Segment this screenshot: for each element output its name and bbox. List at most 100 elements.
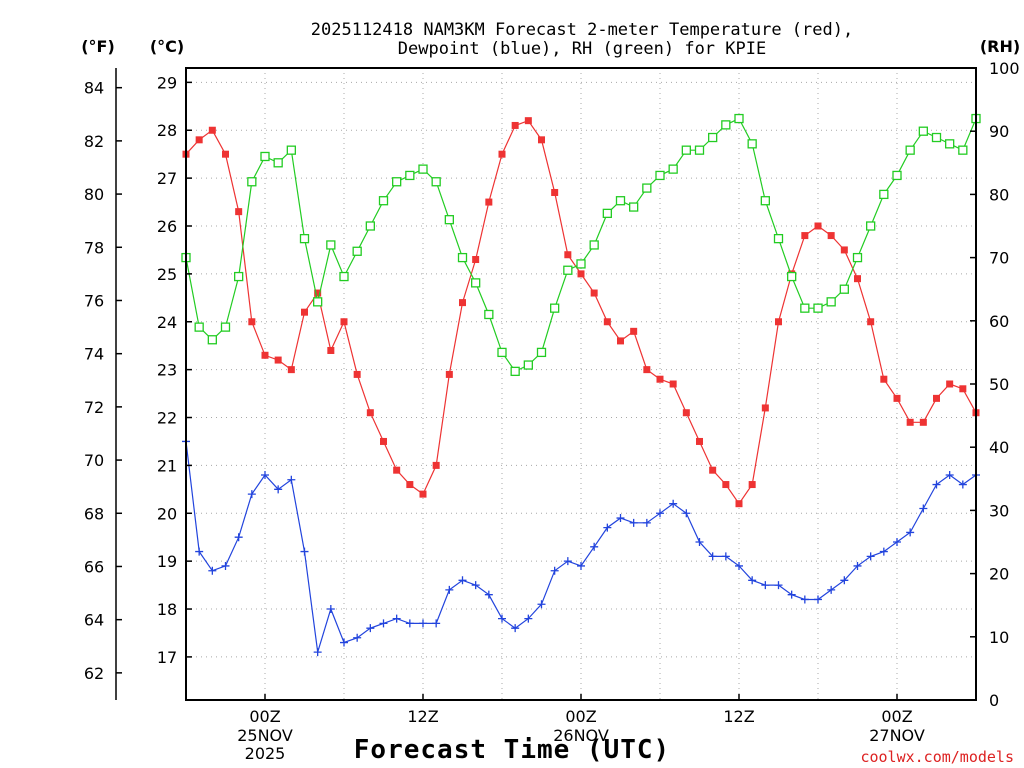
rh-point: [352, 246, 362, 256]
rh-tick-label: 90: [989, 122, 1009, 141]
temperature-point: [524, 117, 532, 125]
celsius-tick-label: 23: [157, 361, 177, 380]
dewpoint-point: [274, 485, 283, 494]
rh-point: [629, 202, 639, 212]
dewpoint-point: [616, 514, 625, 523]
x-tick-sublabel: 2025: [245, 744, 286, 763]
dewpoint-point: [656, 509, 664, 518]
temperature-point: [314, 289, 322, 297]
dewpoint-point: [537, 600, 546, 609]
dewpoint-point: [524, 614, 533, 623]
rh-tick-label: 0: [989, 691, 999, 710]
fahrenheit-tick-label: 74: [84, 345, 104, 364]
temperature-point: [880, 375, 888, 383]
fahrenheit-tick-label: 72: [84, 398, 104, 417]
dewpoint-point: [484, 590, 493, 599]
dewpoint-point: [748, 576, 757, 585]
temperature-point: [748, 481, 756, 489]
dewpoint-point: [498, 614, 506, 623]
dewpoint-point: [893, 538, 901, 546]
rh-point: [431, 177, 441, 187]
axes-layer: 17 18 19 20 21 22 23 24 25 26 27 28 29 62 64 66 68 70 72 74…: [84, 59, 1020, 763]
temperature-point: [696, 437, 703, 445]
temperature-point: [959, 385, 967, 393]
dewpoint-point: [458, 576, 467, 585]
rh-tick-label: 60: [989, 312, 1009, 331]
celsius-tick-label: 21: [157, 456, 177, 475]
dewpoint-point: [511, 624, 520, 633]
dewpoint-point: [432, 619, 441, 628]
dewpoint-point: [563, 557, 572, 566]
fahrenheit-tick-label: 70: [84, 451, 104, 470]
rh-point: [615, 196, 626, 206]
celsius-tick-label: 25: [157, 265, 177, 284]
temperature-point: [906, 418, 914, 426]
rh-tick-label: 70: [989, 249, 1009, 268]
temperature-point: [419, 490, 427, 498]
rh-point: [260, 151, 270, 162]
rh-point: [826, 297, 836, 307]
rh-point: [681, 145, 691, 155]
rh-point: [905, 145, 915, 155]
temperature-point: [590, 289, 598, 297]
temperature-point: [366, 409, 374, 417]
rh-point: [931, 132, 942, 143]
rh-tick-label: 30: [989, 501, 1009, 520]
rh-point: [418, 164, 428, 174]
temperature-point: [340, 318, 348, 326]
dewpoint-point: [669, 499, 678, 508]
temperature-point: [643, 366, 651, 374]
fahrenheit-tick-label: 64: [84, 611, 104, 630]
temperature-point: [222, 150, 229, 158]
dewpoint-point: [247, 490, 256, 499]
temperature-point: [761, 404, 769, 412]
temperature-point: [380, 437, 387, 445]
temperature-point: [814, 222, 822, 230]
fahrenheit-tick-label: 62: [84, 664, 104, 683]
rh-point: [852, 252, 863, 263]
temperature-point: [933, 394, 940, 402]
temperature-point: [840, 246, 848, 254]
celsius-tick-label: 17: [157, 648, 177, 667]
celsius-unit-label: (°C): [150, 37, 184, 56]
dewpoint-point: [735, 561, 743, 570]
rh-tick-label: 40: [989, 438, 1009, 457]
dewpoint-point: [445, 585, 454, 594]
rh-point: [207, 335, 217, 345]
rh-point: [457, 252, 468, 263]
x-tick-sublabel: 27NOV: [869, 726, 925, 745]
rh-point: [576, 259, 586, 269]
temperature-point: [538, 136, 545, 144]
dewpoint-point: [814, 595, 822, 604]
dewpoint-point: [787, 590, 796, 599]
rh-point: [918, 126, 928, 136]
temperature-point: [617, 337, 624, 345]
x-tick-label: 12Z: [723, 707, 754, 726]
fahrenheit-tick-label: 82: [84, 132, 104, 151]
fahrenheit-unit-label: (°F): [81, 37, 115, 56]
dewpoint-point: [419, 619, 427, 628]
rh-point: [523, 360, 533, 370]
dewpoint-point: [827, 585, 836, 594]
gridlines: [186, 68, 976, 700]
temperature-point: [656, 375, 664, 383]
dewpoint-point: [379, 619, 388, 628]
rh-point: [247, 177, 257, 187]
title-line-2: Dewpoint (blue), RH (green) for KPIE: [398, 39, 766, 59]
rh-tick-label: 80: [989, 185, 1009, 204]
dewpoint-point: [405, 619, 414, 628]
dewpoint-point: [695, 538, 704, 546]
rh-point: [484, 309, 494, 320]
dewpoint-point: [300, 547, 309, 556]
rh-point: [286, 145, 296, 155]
celsius-tick-label: 18: [157, 600, 177, 619]
rh-unit-label: (RH): [980, 37, 1020, 56]
rh-point: [365, 221, 375, 231]
temperature-point: [432, 461, 440, 469]
temperature-point: [485, 198, 493, 206]
celsius-tick-label: 29: [157, 73, 177, 92]
dewpoint-point: [840, 576, 849, 585]
dewpoint-point: [313, 648, 322, 657]
rh-point: [194, 322, 204, 332]
